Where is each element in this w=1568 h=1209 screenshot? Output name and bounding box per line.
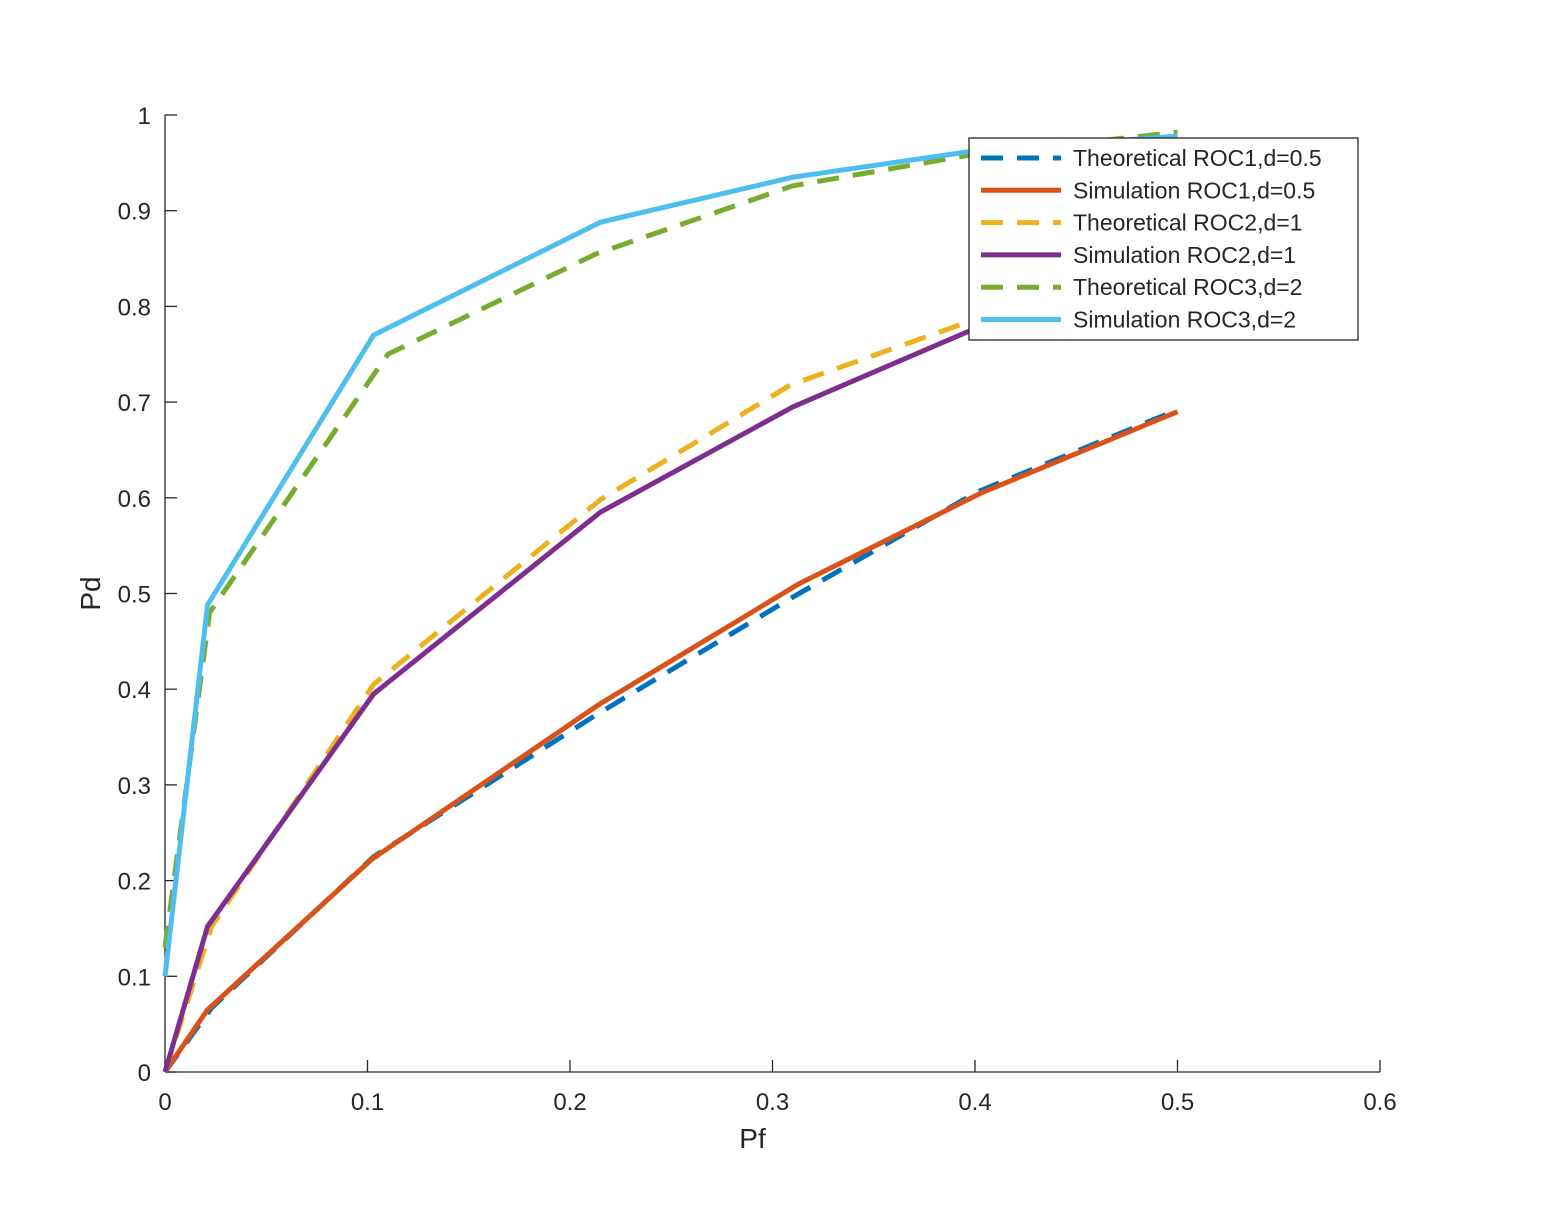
legend-label-6: Simulation ROC3,d=2 bbox=[1073, 307, 1296, 333]
y-tick-label: 1 bbox=[138, 103, 151, 130]
x-tick-label: 0.6 bbox=[1363, 1089, 1396, 1116]
series-line-1 bbox=[162, 407, 1179, 1074]
legend-box bbox=[968, 137, 1359, 341]
legend-label-2: Simulation ROC1,d=0.5 bbox=[1073, 177, 1315, 203]
series-line-2 bbox=[162, 409, 1179, 1074]
y-tick-label: 0.2 bbox=[118, 869, 151, 896]
y-axis-label: Pd bbox=[75, 576, 106, 610]
legend-label-5: Theoretical ROC3,d=2 bbox=[1073, 274, 1302, 300]
legend-label-3: Theoretical ROC2,d=1 bbox=[1073, 210, 1302, 236]
y-tick-label: 0.5 bbox=[118, 582, 151, 609]
y-tick-label: 0.7 bbox=[118, 390, 151, 417]
y-tick-label: 0.4 bbox=[118, 677, 151, 704]
x-tick-label: 0.5 bbox=[1161, 1089, 1194, 1116]
x-tick-label: 0.4 bbox=[958, 1089, 991, 1116]
axis-labels: Pf Pd bbox=[75, 576, 766, 1154]
y-tick-label: 0.9 bbox=[118, 199, 151, 226]
legend-label-4: Simulation ROC2,d=1 bbox=[1073, 242, 1296, 268]
y-tick-label: 0 bbox=[138, 1060, 151, 1087]
y-tick-label: 0.8 bbox=[118, 294, 151, 321]
y-tick-label: 0.6 bbox=[118, 486, 151, 513]
x-tick-label: 0.1 bbox=[351, 1089, 384, 1116]
x-tick-label: 0.3 bbox=[756, 1089, 789, 1116]
legend: Theoretical ROC1,d=0.5 Simulation ROC1,d=… bbox=[968, 137, 1359, 341]
y-tick-label: 0.3 bbox=[118, 773, 151, 800]
y-tick-label: 0.1 bbox=[118, 964, 151, 991]
legend-label-1: Theoretical ROC1,d=0.5 bbox=[1073, 145, 1322, 171]
x-axis-label: Pf bbox=[739, 1123, 766, 1154]
axes: 0 0.1 0.2 0.3 0.4 0.5 0.6 0 0.1 0.2 0.3 0.4 0.5 0.6 0.… bbox=[118, 103, 1397, 1116]
x-tick-label: 0 bbox=[158, 1089, 171, 1116]
x-tick-label: 0.2 bbox=[553, 1089, 586, 1116]
